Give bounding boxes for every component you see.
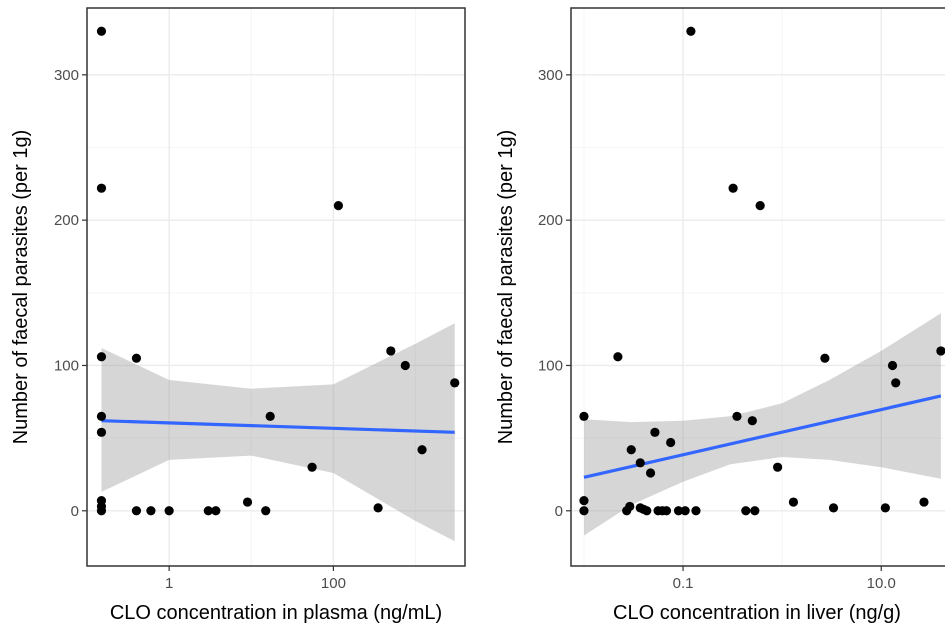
data-point	[635, 458, 645, 468]
data-point	[203, 506, 213, 516]
data-point	[400, 360, 410, 371]
y-ticks-liver: 0 100 200 300	[538, 67, 571, 520]
data-point	[373, 503, 383, 513]
points-liver	[579, 26, 945, 516]
data-point	[265, 411, 275, 421]
data-point	[919, 497, 929, 507]
data-point	[96, 506, 107, 516]
data-point	[828, 503, 839, 513]
data-point	[164, 506, 174, 516]
data-point	[579, 506, 589, 516]
data-point	[131, 506, 142, 516]
y-tick-label: 200	[54, 212, 79, 229]
data-point	[579, 496, 589, 506]
grid-liver	[571, 8, 945, 566]
y-tick-label: 300	[538, 67, 563, 84]
data-point	[96, 411, 107, 421]
data-point	[680, 506, 690, 516]
x-axis-title-liver: CLO concentration in liver (ng/g)	[613, 602, 901, 624]
panel-border-liver	[570, 7, 945, 567]
x-tick-label: 10.0	[867, 575, 896, 592]
confidence-band-liver	[584, 313, 941, 536]
y-ticks-plasma: 0 100 200 300	[54, 67, 87, 520]
data-point	[728, 183, 738, 193]
data-point	[450, 378, 460, 388]
data-point	[788, 497, 799, 507]
y-tick-label: 300	[54, 67, 79, 84]
confidence-band-plasma	[101, 323, 455, 542]
data-point	[146, 506, 156, 516]
data-point	[691, 506, 701, 516]
data-point	[579, 411, 589, 421]
x-tick-label: 1	[165, 575, 173, 592]
data-point	[626, 445, 636, 455]
y-tick-label: 200	[538, 212, 563, 229]
data-point	[417, 445, 427, 455]
data-point	[96, 352, 107, 362]
y-tick-label: 0	[71, 503, 79, 520]
x-tick-label: 100	[321, 575, 346, 592]
fit-line	[101, 419, 455, 434]
data-point	[261, 506, 271, 516]
x-axis-title-plasma: CLO concentration in plasma (ng/mL)	[110, 602, 442, 624]
data-point	[642, 506, 652, 516]
data-point	[333, 201, 343, 211]
data-point	[755, 201, 765, 211]
data-point	[386, 346, 396, 356]
data-point	[96, 183, 107, 193]
data-point	[625, 501, 635, 512]
data-point	[880, 503, 890, 513]
data-point	[887, 360, 898, 371]
data-point	[96, 427, 107, 437]
data-point	[307, 462, 317, 472]
data-point	[747, 416, 757, 426]
data-point	[211, 506, 221, 516]
data-point	[661, 506, 672, 516]
data-point	[613, 352, 623, 362]
y-tick-label: 100	[538, 357, 563, 374]
panel-liver: 0 100 200 300 0.1 10.0 CLO concentration in …	[495, 7, 945, 624]
fit-line-plasma	[101, 419, 455, 434]
confidence-band-area	[584, 313, 941, 536]
data-point	[820, 353, 830, 363]
x-tick-label: 0.1	[673, 575, 694, 592]
data-point	[645, 468, 656, 478]
data-point	[686, 26, 696, 36]
panel-plasma: 0 100 200 300 1 100 CLO concentration in pla…	[10, 7, 466, 624]
y-axis-title-liver: Number of faecal parasites (per 1g)	[495, 130, 517, 445]
x-ticks-liver: 0.1 10.0	[673, 566, 896, 592]
data-point	[650, 427, 660, 437]
data-point	[936, 346, 945, 356]
data-point	[242, 497, 253, 507]
data-point	[666, 437, 676, 448]
y-tick-label: 0	[555, 503, 563, 520]
data-point	[131, 353, 142, 363]
x-ticks-plasma: 1 100	[165, 566, 346, 592]
data-point	[891, 378, 901, 388]
y-axis-title-plasma: Number of faecal parasites (per 1g)	[10, 130, 32, 445]
data-point	[732, 411, 742, 421]
data-point	[750, 506, 760, 516]
points-plasma	[96, 26, 460, 516]
y-tick-label: 100	[54, 357, 79, 374]
data-point	[741, 506, 751, 516]
panel-border-plasma	[86, 7, 466, 567]
confidence-band-area	[101, 323, 455, 542]
data-point	[673, 506, 684, 516]
data-point	[773, 462, 783, 472]
data-point	[96, 26, 107, 36]
